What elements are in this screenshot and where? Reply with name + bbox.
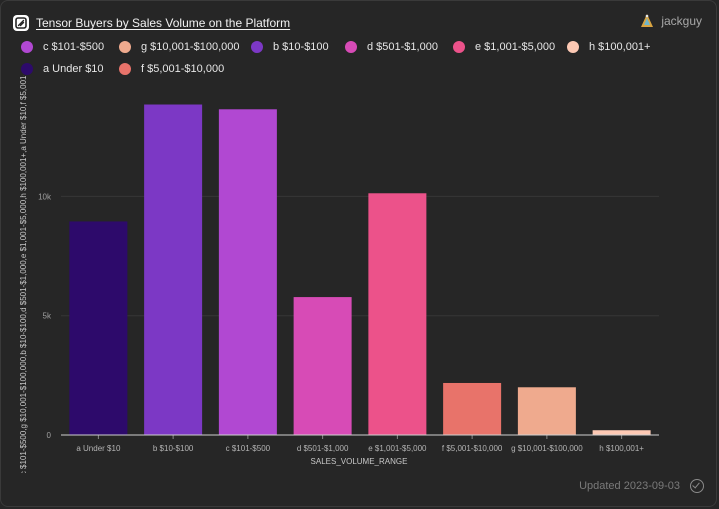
x-tick-label: f $5,001-$10,000	[442, 444, 503, 453]
legend-label: h $100,001+	[589, 41, 651, 53]
x-tick-label: e $1,001-$5,000	[368, 444, 427, 453]
y-axis-title: c $101-$500,g $10,001-$100,000,b $10-$10…	[19, 73, 28, 476]
legend-item[interactable]: f $5,001-$10,000	[119, 63, 224, 75]
bar[interactable]	[144, 104, 203, 435]
x-tick-label: h $100,001+	[599, 444, 644, 453]
legend-label: c $101-$500	[43, 41, 105, 53]
legend-swatch	[21, 63, 33, 75]
legend-swatch	[119, 63, 131, 75]
legend-swatch	[453, 41, 465, 53]
app-logo-icon	[13, 15, 29, 31]
legend-label: a Under $10	[43, 63, 104, 75]
x-tick-label: g $10,001-$100,000	[511, 444, 583, 453]
x-tick-label: d $501-$1,000	[297, 444, 349, 453]
legend-item[interactable]: a Under $10	[21, 63, 104, 75]
y-tick-label: 5k	[43, 312, 52, 321]
bar[interactable]	[69, 221, 128, 435]
chart-header: Tensor Buyers by Sales Volume on the Pla…	[13, 13, 704, 33]
user-avatar-icon	[641, 14, 654, 27]
y-tick-label: 0	[47, 431, 52, 440]
legend-swatch	[567, 41, 579, 53]
legend-swatch	[251, 41, 263, 53]
legend-item[interactable]: d $501-$1,000	[345, 41, 438, 53]
legend-label: d $501-$1,000	[367, 41, 438, 53]
legend-item[interactable]: b $10-$100	[251, 41, 329, 53]
bar[interactable]	[443, 382, 502, 435]
legend-swatch	[21, 41, 33, 53]
bar[interactable]	[368, 193, 427, 435]
user-badge[interactable]: jackguy	[639, 13, 702, 29]
user-name: jackguy	[661, 14, 702, 28]
legend-label: f $5,001-$10,000	[141, 63, 225, 75]
bar[interactable]	[592, 430, 651, 435]
legend-label: e $1,001-$5,000	[475, 41, 556, 53]
bar[interactable]	[293, 297, 352, 435]
x-tick-label: b $10-$100	[153, 444, 194, 453]
legend-label: b $10-$100	[273, 41, 329, 53]
x-tick-label: a Under $10	[76, 444, 121, 453]
legend-item[interactable]: g $10,001-$100,000	[119, 41, 239, 53]
chart-title[interactable]: Tensor Buyers by Sales Volume on the Pla…	[36, 16, 291, 30]
legend-swatch	[119, 41, 131, 53]
bar[interactable]	[218, 109, 277, 435]
legend-label: g $10,001-$100,000	[141, 41, 240, 53]
x-axis-title: SALES_VOLUME_RANGE	[311, 457, 408, 466]
y-tick-label: 10k	[38, 192, 52, 201]
legend-item[interactable]: e $1,001-$5,000	[453, 41, 555, 53]
legend-item[interactable]: h $100,001+	[567, 41, 650, 53]
updated-timestamp: Updated 2023-09-03	[579, 480, 680, 492]
legend-item[interactable]: c $101-$500	[21, 41, 104, 53]
bar[interactable]	[517, 387, 576, 435]
verified-check-icon	[690, 479, 704, 493]
legend-swatch	[345, 41, 357, 53]
x-tick-label: c $101-$500	[226, 444, 271, 453]
